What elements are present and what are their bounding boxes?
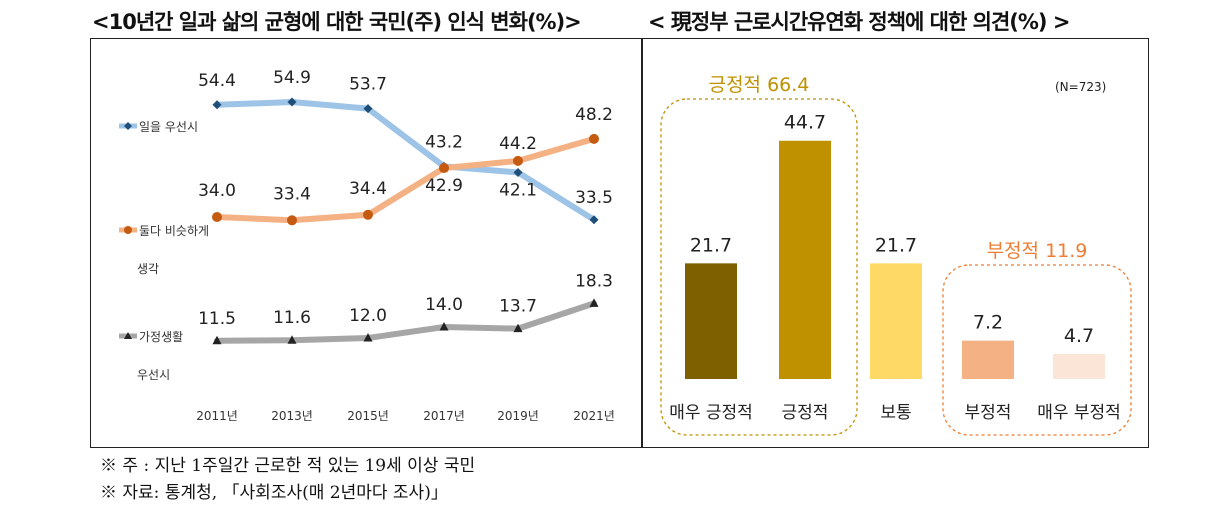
- group-label: 긍정적 66.4: [709, 74, 810, 96]
- bar-chart: (N=723) 21.7 매우 긍정적 44.7 긍정적 21.7 보통 7.2 부정적 4.7 매…: [660, 74, 1132, 436]
- group-box: [660, 98, 858, 436]
- x-tick-label: 2017년: [423, 409, 465, 423]
- category-label: 보통: [880, 403, 911, 423]
- series-line-2: [214, 300, 597, 344]
- point-marker: [439, 322, 449, 331]
- data-label: 11.5: [198, 309, 236, 329]
- sample-size-note: (N=723): [1055, 80, 1106, 94]
- x-tick-label: 2011년: [196, 409, 238, 423]
- bar: [685, 263, 737, 379]
- point-marker: [363, 209, 373, 220]
- footnote-source: ※ 자료: 통계청, 「사회조사(매 2년마다 조사)」: [100, 483, 448, 503]
- data-label: 33.5: [575, 188, 613, 208]
- point-marker: [287, 215, 297, 226]
- data-label: 54.9: [273, 68, 311, 88]
- data-label: 42.1: [499, 180, 537, 200]
- bar: [1053, 353, 1105, 379]
- data-label: 44.2: [499, 134, 537, 154]
- point-marker: [513, 167, 523, 177]
- point-marker: [287, 97, 297, 107]
- data-label: 43.2: [425, 132, 463, 152]
- bar-value-label: 44.7: [784, 112, 826, 134]
- category-label: 긍정적: [782, 403, 829, 423]
- point-marker: [363, 333, 373, 342]
- bar: [962, 340, 1014, 379]
- legend-label: 우선시: [137, 368, 170, 382]
- point-marker: [589, 298, 599, 307]
- category-label: 부정적: [965, 403, 1012, 423]
- data-label: 13.7: [499, 297, 537, 317]
- data-label: 11.6: [273, 308, 311, 328]
- legend-label: 가정생활: [139, 330, 183, 344]
- bar-value-label: 21.7: [875, 234, 917, 256]
- point-marker: [363, 104, 373, 114]
- data-label: 12.0: [349, 306, 387, 326]
- x-tick-label: 2013년: [271, 409, 313, 423]
- x-tick-label: 2021년: [573, 409, 615, 423]
- legend-label: 둘다 비슷하게: [139, 224, 209, 238]
- bar-value-label: 7.2: [973, 312, 1003, 334]
- point-marker: [513, 155, 523, 166]
- bar-value-label: 4.7: [1064, 325, 1094, 347]
- category-label: 매우 긍정적: [669, 403, 753, 423]
- point-marker: [439, 163, 449, 174]
- x-tick-label: 2019년: [497, 409, 539, 423]
- line-chart-panel: 54.4 54.9 53.7 43.2 42.1 33.5 34.0 33.4 34.4 42.9…: [90, 38, 642, 448]
- point-marker: [589, 215, 599, 225]
- series-line-1: [214, 135, 597, 224]
- point-marker: [287, 335, 297, 344]
- data-label: 18.3: [575, 271, 613, 291]
- point-marker: [212, 335, 222, 345]
- legend-marker: [124, 226, 132, 234]
- right-chart-title: < 現정부 근로시간유연화 정책에 대한 의견(%) >: [648, 10, 1070, 34]
- bar-chart-panel: (N=723) 21.7 매우 긍정적 44.7 긍정적 21.7 보통 7.2 부정적 4.7 매…: [642, 38, 1149, 448]
- footnote-subject: ※ 주 : 지난 1주일간 근로한 적 있는 19세 이상 국민: [100, 456, 476, 476]
- point-marker: [513, 323, 523, 333]
- legend-label: 일을 우선시: [139, 120, 198, 134]
- group-label: 부정적 11.9: [987, 240, 1088, 262]
- data-label: 53.7: [349, 75, 387, 95]
- data-label: 48.2: [575, 105, 613, 125]
- legend-label: 생각: [137, 262, 159, 276]
- point-marker: [212, 212, 222, 222]
- bar: [779, 140, 831, 379]
- category-label: 매우 부정적: [1037, 403, 1121, 423]
- group-box: [942, 264, 1132, 436]
- series-line-0: [214, 99, 597, 223]
- line-chart: 54.4 54.9 53.7 43.2 42.1 33.5 34.0 33.4 34.4 42.9…: [119, 68, 615, 423]
- legend-marker: [124, 332, 132, 339]
- data-label: 34.0: [198, 181, 236, 201]
- point-marker: [212, 100, 222, 110]
- legend-marker: [124, 122, 132, 130]
- bar: [870, 263, 922, 379]
- data-label: 14.0: [425, 295, 463, 315]
- data-label: 34.4: [349, 179, 387, 199]
- point-marker: [589, 133, 599, 144]
- bar-value-label: 21.7: [690, 234, 732, 256]
- data-label: 54.4: [198, 71, 236, 91]
- data-label: 33.4: [273, 184, 311, 204]
- data-label: 42.9: [425, 176, 463, 196]
- left-chart-title: <10년간 일과 삶의 균형에 대한 국민(주) 인식 변화(%)>: [92, 10, 582, 34]
- x-tick-label: 2015년: [347, 409, 389, 423]
